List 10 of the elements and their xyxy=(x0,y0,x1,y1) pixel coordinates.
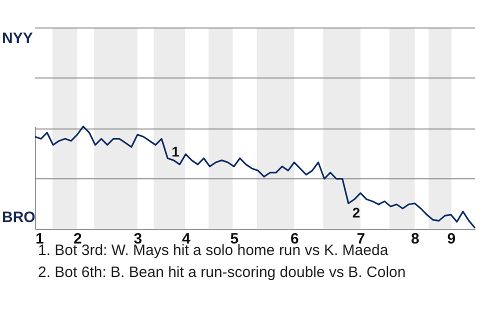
x-tick-label: 6 xyxy=(290,230,299,248)
annotation: 2 xyxy=(352,204,360,220)
x-tick-label: 7 xyxy=(356,230,366,248)
x-tick-label: 9 xyxy=(447,230,456,248)
text: 2. Bot 6th: B. Bean hit a run-scoring double vs B. Colon xyxy=(38,263,406,283)
annotation: 1 xyxy=(172,143,180,160)
text: NYY xyxy=(2,30,33,47)
annotation: BRO xyxy=(2,209,36,226)
x-tick-label: 5 xyxy=(230,230,239,248)
x-tick-label: 8 xyxy=(411,230,420,248)
